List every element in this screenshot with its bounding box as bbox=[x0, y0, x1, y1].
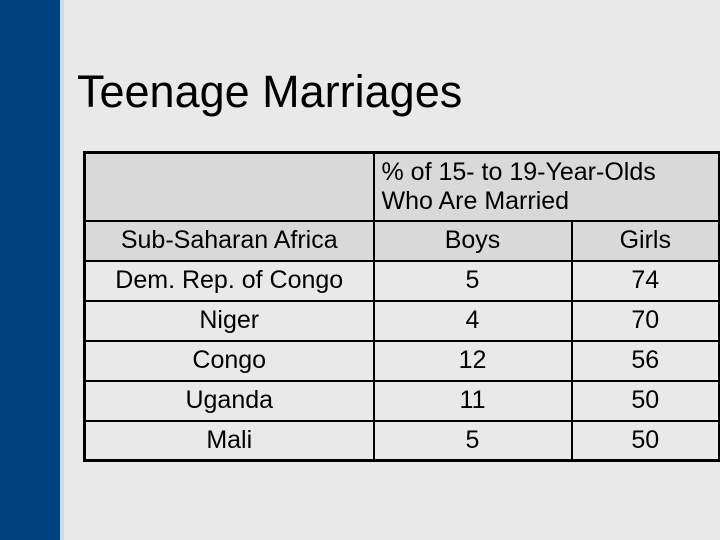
table-row-mali: Mali 5 50 bbox=[83, 419, 720, 462]
country-cell: Congo bbox=[83, 339, 375, 382]
girls-value-cell: 50 bbox=[570, 379, 720, 422]
merged-header-cell: % of 15- to 19-Year-Olds Who Are Married bbox=[372, 151, 720, 222]
country-cell: Uganda bbox=[83, 379, 375, 422]
table-row-congo: Congo 12 56 bbox=[83, 339, 720, 382]
boys-value-cell: 5 bbox=[372, 259, 573, 302]
boys-value-cell: 12 bbox=[372, 339, 573, 382]
table-column-header-row: Sub-Saharan Africa Boys Girls bbox=[83, 219, 720, 262]
left-accent-bar bbox=[0, 0, 60, 540]
group-label-cell: Sub-Saharan Africa bbox=[83, 219, 375, 262]
column-header-boys: Boys bbox=[372, 219, 573, 262]
boys-value-cell: 5 bbox=[372, 419, 573, 462]
country-cell: Mali bbox=[83, 419, 375, 462]
left-accent-stripe bbox=[60, 0, 64, 540]
table-row-dem-rep-congo: Dem. Rep. of Congo 5 74 bbox=[83, 259, 720, 302]
table-merged-header-row: % of 15- to 19-Year-Olds Who Are Married bbox=[83, 151, 720, 222]
column-header-girls: Girls bbox=[570, 219, 720, 262]
girls-value-cell: 50 bbox=[570, 419, 720, 462]
country-cell: Niger bbox=[83, 299, 375, 342]
girls-value-cell: 56 bbox=[570, 339, 720, 382]
teen-marriage-table: % of 15- to 19-Year-Olds Who Are Married… bbox=[83, 151, 720, 462]
country-cell: Dem. Rep. of Congo bbox=[83, 259, 375, 302]
girls-value-cell: 70 bbox=[570, 299, 720, 342]
girls-value-cell: 74 bbox=[570, 259, 720, 302]
boys-value-cell: 4 bbox=[372, 299, 573, 342]
table-row-niger: Niger 4 70 bbox=[83, 299, 720, 342]
empty-corner-cell bbox=[83, 151, 375, 222]
table-row-uganda: Uganda 11 50 bbox=[83, 379, 720, 422]
boys-value-cell: 11 bbox=[372, 379, 573, 422]
slide-title: Teenage Marriages bbox=[77, 66, 463, 117]
